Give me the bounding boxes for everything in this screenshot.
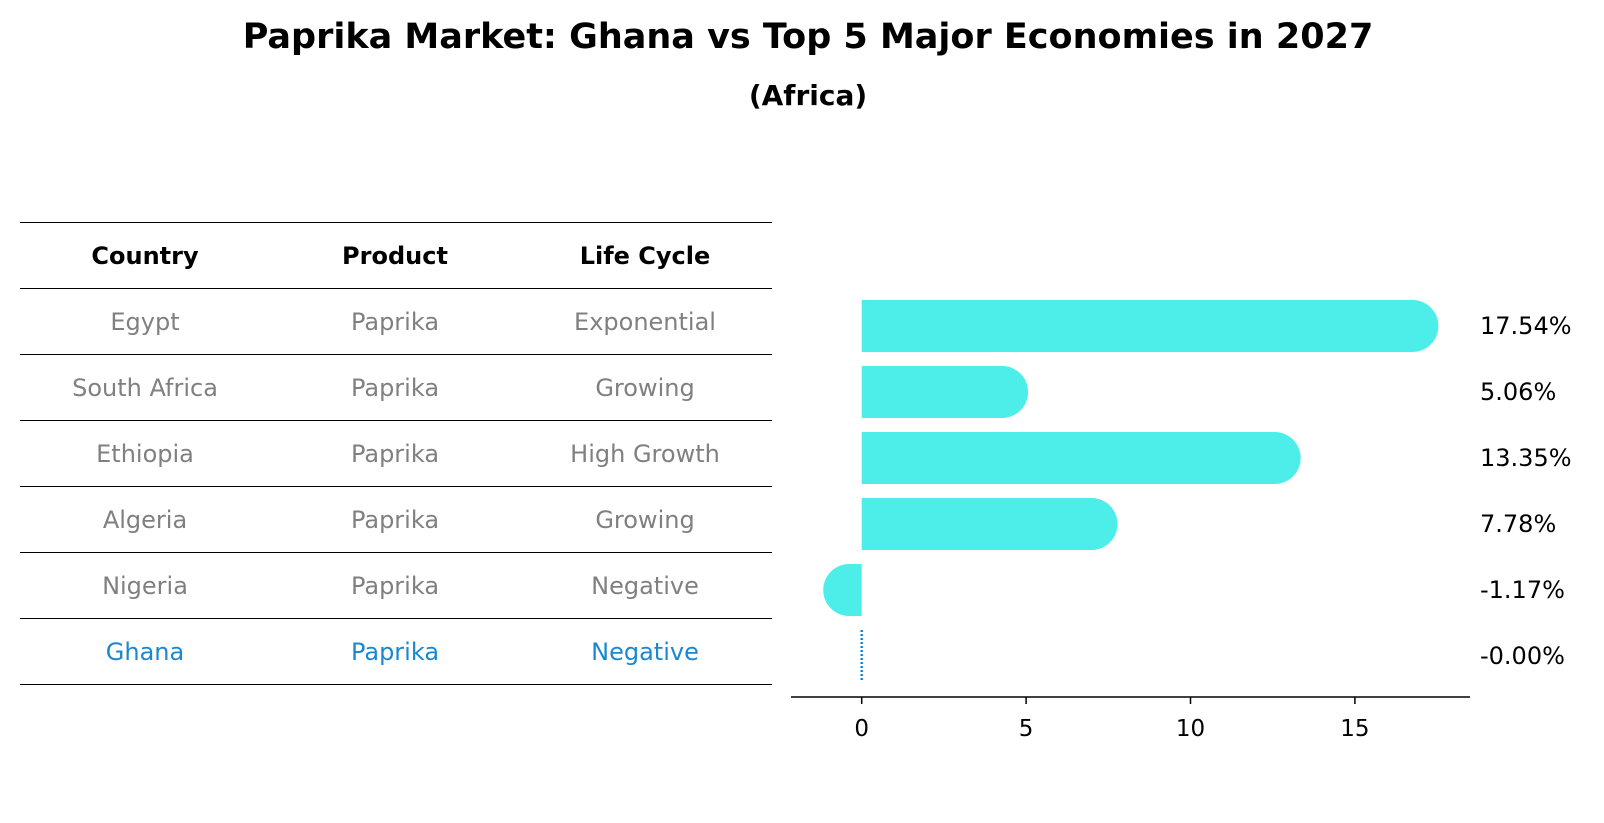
table-row: Egypt Paprika Exponential <box>20 288 772 354</box>
bar <box>823 564 862 616</box>
header-product: Product <box>342 241 448 270</box>
table-row: Algeria Paprika Growing <box>20 486 772 552</box>
table-row: Nigeria Paprika Negative <box>20 552 772 618</box>
x-tick-label: 0 <box>854 716 869 742</box>
bar-data-label: 13.35% <box>1480 444 1572 472</box>
cell-life-cycle: Negative <box>591 571 699 600</box>
cell-product: Paprika <box>350 307 440 336</box>
bar <box>861 300 1439 352</box>
chart-subtitle: (Africa) <box>748 79 868 112</box>
data-table: Country Product Life Cycle Egypt Paprika… <box>20 222 772 685</box>
header-life-cycle: Life Cycle <box>579 241 711 270</box>
cell-product: Paprika <box>350 373 440 402</box>
bar-data-label: 5.06% <box>1480 378 1556 406</box>
cell-life-cycle: Negative <box>591 637 699 666</box>
cell-country: Ghana <box>105 637 185 666</box>
cell-product: Paprika <box>350 637 440 666</box>
bar-data-label: -0.00% <box>1480 642 1565 670</box>
chart-title: Paprika Market: Ghana vs Top 5 Major Eco… <box>242 17 1374 57</box>
x-tick-label: 10 <box>1176 716 1205 742</box>
bar <box>861 432 1301 484</box>
bar-data-label: 7.78% <box>1480 510 1556 538</box>
header-country: Country <box>91 241 199 270</box>
cell-life-cycle: High Growth <box>570 439 720 468</box>
x-tick-label: 5 <box>1019 716 1034 742</box>
x-tick-label: 15 <box>1340 716 1369 742</box>
table-row-highlighted: Ghana Paprika Negative <box>20 618 772 685</box>
bar-data-label: 17.54% <box>1480 312 1572 340</box>
cell-country: South Africa <box>72 373 218 402</box>
cell-life-cycle: Growing <box>595 373 695 402</box>
cell-product: Paprika <box>350 505 440 534</box>
table-header-row: Country Product Life Cycle <box>20 222 772 288</box>
cell-country: Ethiopia <box>96 439 194 468</box>
cell-product: Paprika <box>350 439 440 468</box>
bar <box>861 366 1029 418</box>
cell-product: Paprika <box>350 571 440 600</box>
bar-data-label: -1.17% <box>1480 576 1565 604</box>
cell-country: Egypt <box>110 307 180 336</box>
cell-life-cycle: Exponential <box>574 307 716 336</box>
table-row: South Africa Paprika Growing <box>20 354 772 420</box>
cell-country: Algeria <box>102 505 188 534</box>
cell-country: Nigeria <box>102 571 188 600</box>
cell-life-cycle: Growing <box>595 505 695 534</box>
bar <box>861 498 1118 550</box>
table-row: Ethiopia Paprika High Growth <box>20 420 772 486</box>
